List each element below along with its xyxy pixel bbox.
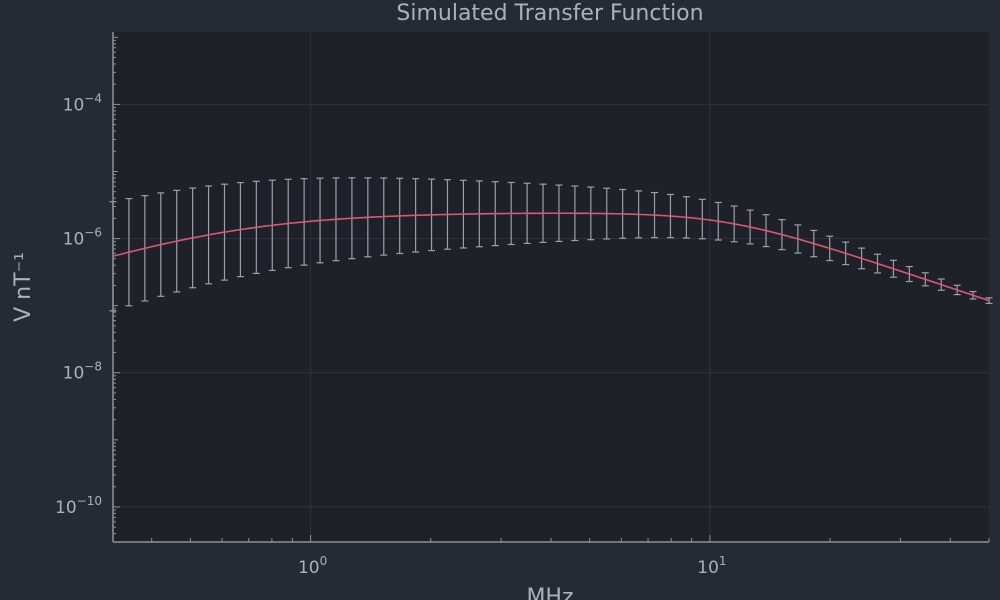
chart-title: Simulated Transfer Function <box>396 1 703 26</box>
y-tick-label: 10−8 <box>63 360 102 384</box>
error-bar <box>985 297 993 304</box>
x-tick-label: 100 <box>298 554 327 578</box>
x-axis-label: MHz <box>526 585 573 600</box>
y-tick-label: 10−6 <box>63 226 102 250</box>
y-tick-label: 10−10 <box>55 494 102 518</box>
y-tick-label: 10−4 <box>63 91 102 115</box>
plot-area <box>113 32 989 542</box>
axes <box>112 32 990 543</box>
x-tick-label: 101 <box>697 554 726 578</box>
curve-layer <box>112 212 990 302</box>
tick-labels: 10−4 10−6 10−8 10−10 100 101 <box>55 91 727 578</box>
y-axis-label: V nT⁻¹ <box>11 252 36 322</box>
series-line <box>112 212 990 302</box>
grid <box>113 32 989 542</box>
